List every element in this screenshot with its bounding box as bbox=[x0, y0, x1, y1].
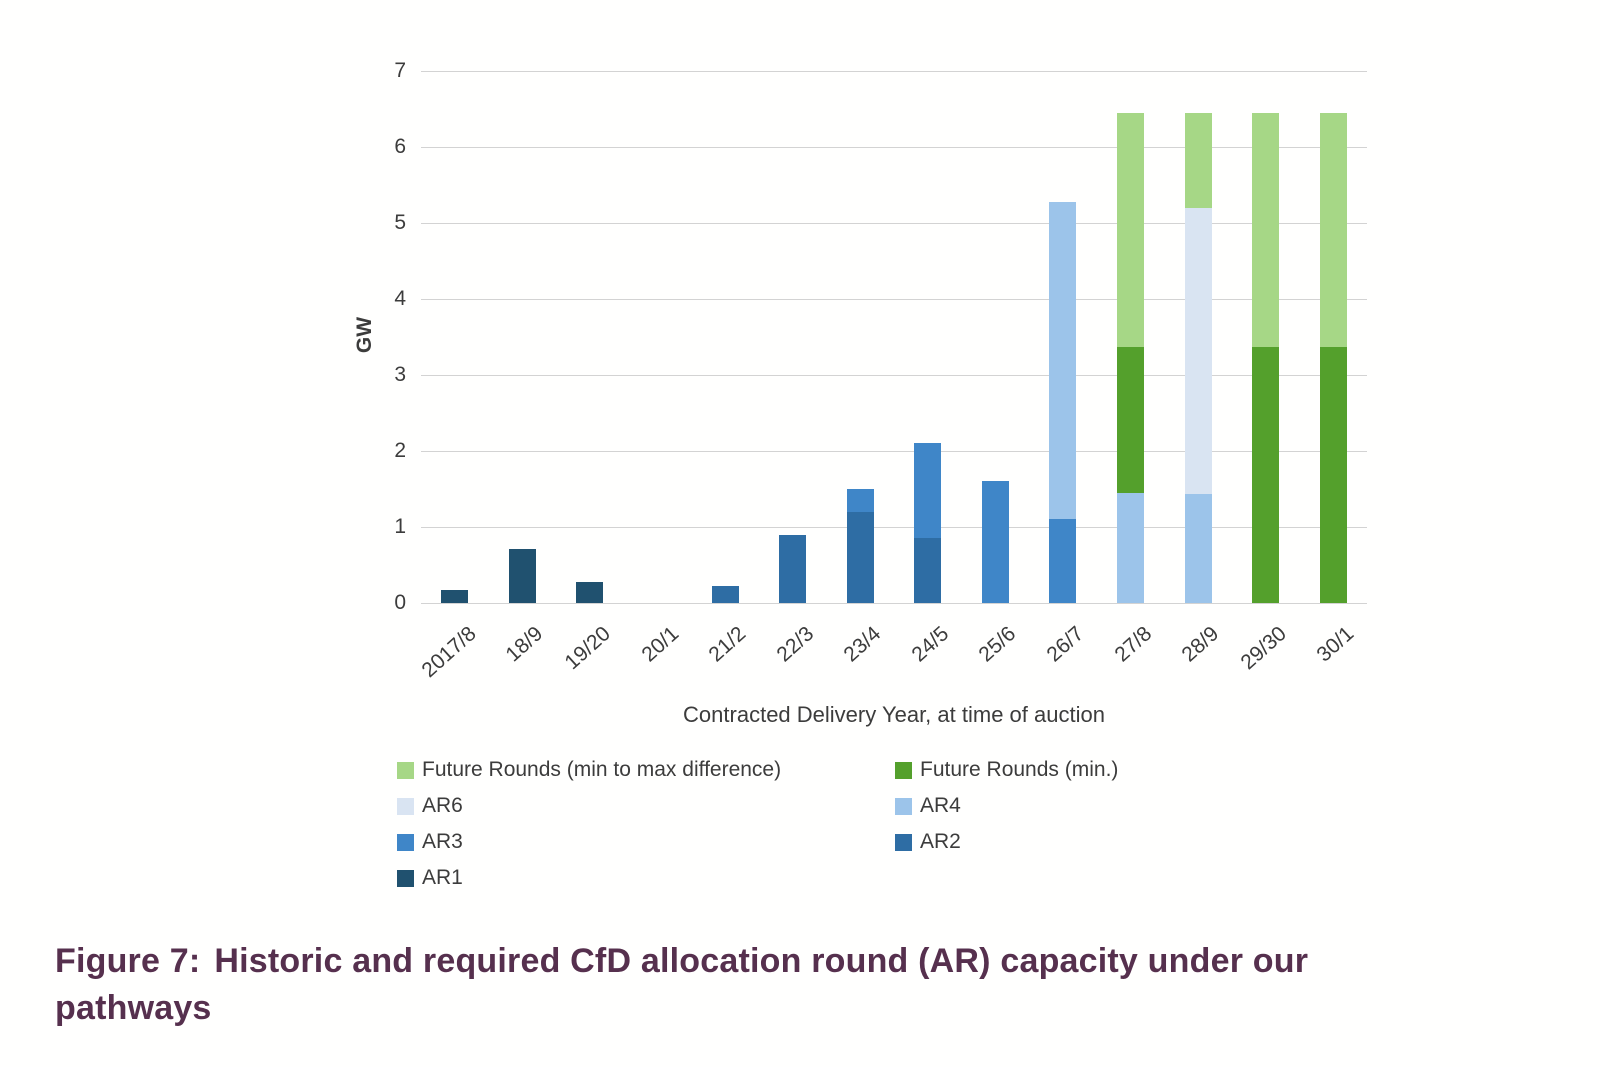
legend-item-future-rounds-min: Future Rounds (min.) bbox=[895, 752, 1118, 788]
figure-caption: Figure 7: Historic and required CfD alloc… bbox=[55, 938, 1455, 1032]
x-tick-label-25-6: 25/6 bbox=[974, 622, 1021, 667]
x-tick-label-24-5: 24/5 bbox=[907, 622, 954, 667]
legend-swatch-icon bbox=[397, 869, 414, 887]
x-tick-label-26-7: 26/7 bbox=[1042, 622, 1089, 667]
bar-2017-8-ar1 bbox=[441, 590, 469, 603]
legend-label: AR2 bbox=[920, 830, 961, 853]
bar-28-9-ar4 bbox=[1184, 494, 1212, 603]
x-tick-label-21-2: 21/2 bbox=[704, 622, 751, 667]
gridline-0 bbox=[421, 603, 1367, 604]
figure-caption-label: Figure 7: bbox=[55, 942, 201, 980]
legend-label: AR6 bbox=[422, 794, 463, 817]
bar-19-20-ar1 bbox=[576, 582, 604, 603]
legend-item-ar6: AR6 bbox=[397, 788, 781, 824]
bar-27-8-future-rounds-min-to-max-difference bbox=[1117, 112, 1144, 347]
legend-label: Future Rounds (min.) bbox=[920, 758, 1119, 781]
gridline-2 bbox=[421, 451, 1367, 452]
legend-label: AR3 bbox=[422, 830, 463, 853]
legend-swatch-icon bbox=[397, 797, 414, 815]
x-tick-label-23-4: 23/4 bbox=[839, 622, 886, 667]
y-tick-label-1: 1 bbox=[394, 515, 406, 538]
y-tick-label-3: 3 bbox=[394, 363, 406, 386]
legend-column-2: Future Rounds (min.) AR4 AR2 bbox=[895, 752, 1118, 860]
x-axis-title: Contracted Delivery Year, at time of auc… bbox=[683, 702, 1105, 727]
y-tick-label-6: 6 bbox=[394, 135, 406, 158]
y-tick-label-7: 7 bbox=[394, 59, 406, 82]
legend-label: AR4 bbox=[920, 794, 961, 817]
bar-22-3-ar2 bbox=[779, 534, 807, 603]
bar-30-1-future-rounds-min-to-max-difference bbox=[1319, 112, 1347, 347]
bar-21-2-ar2 bbox=[711, 586, 739, 603]
legend-swatch-icon bbox=[895, 761, 912, 779]
bar-28-9-ar6 bbox=[1184, 207, 1212, 495]
bar-24-5-ar3 bbox=[914, 443, 942, 539]
legend-item-ar3: AR3 bbox=[397, 824, 781, 860]
y-tick-label-0: 0 bbox=[394, 591, 406, 614]
gridline-6 bbox=[421, 147, 1367, 148]
gridline-7 bbox=[421, 71, 1367, 72]
bar-29-30-future-rounds-min-to-max-difference bbox=[1252, 112, 1280, 347]
legend-item-future-rounds-min-to-max-difference: Future Rounds (min to max difference) bbox=[397, 752, 781, 788]
x-tick-label-28-9: 28/9 bbox=[1177, 622, 1224, 667]
x-tick-label-2017-8: 2017/8 bbox=[417, 622, 481, 683]
bar-26-7-ar4 bbox=[1049, 202, 1077, 520]
gridline-5 bbox=[421, 223, 1367, 224]
legend-swatch-icon bbox=[895, 797, 912, 815]
bar-24-5-ar2 bbox=[914, 538, 942, 603]
bar-27-8-future-rounds-min bbox=[1117, 346, 1144, 493]
y-tick-label-4: 4 bbox=[394, 287, 406, 310]
y-tick-label-5: 5 bbox=[394, 211, 406, 234]
legend-label: AR1 bbox=[422, 866, 463, 889]
legend-column-1: Future Rounds (min to max difference) AR6… bbox=[397, 752, 781, 896]
legend-swatch-icon bbox=[397, 833, 414, 851]
legend-item-ar1: AR1 bbox=[397, 860, 781, 896]
x-tick-label-29-30: 29/30 bbox=[1236, 622, 1292, 675]
legend-item-ar2: AR2 bbox=[895, 824, 1118, 860]
gridline-3 bbox=[421, 375, 1367, 376]
legend-item-ar4: AR4 bbox=[895, 788, 1118, 824]
bar-27-8-ar4 bbox=[1117, 492, 1144, 603]
x-tick-label-27-8: 27/8 bbox=[1110, 622, 1156, 667]
bar-28-9-future-rounds-min-to-max-difference bbox=[1184, 112, 1212, 208]
x-tick-label-18-9: 18/9 bbox=[501, 622, 548, 667]
legend-label: Future Rounds (min to max difference) bbox=[422, 758, 782, 781]
bar-26-7-ar3 bbox=[1049, 519, 1077, 603]
gridline-4 bbox=[421, 299, 1367, 300]
bar-18-9-ar1 bbox=[508, 549, 536, 603]
x-tick-label-20-1: 20/1 bbox=[637, 622, 683, 667]
legend-swatch-icon bbox=[397, 761, 414, 779]
bar-29-30-future-rounds-min bbox=[1252, 346, 1280, 603]
figure-caption-text: Historic and required CfD allocation rou… bbox=[55, 942, 1309, 1027]
x-tick-label-22-3: 22/3 bbox=[772, 622, 819, 667]
y-tick-label-2: 2 bbox=[394, 439, 406, 462]
bar-25-6-ar3 bbox=[981, 481, 1009, 603]
bar-23-4-ar3 bbox=[846, 489, 874, 512]
bar-23-4-ar2 bbox=[846, 511, 874, 603]
gridline-1 bbox=[421, 527, 1367, 528]
bar-30-1-future-rounds-min bbox=[1319, 346, 1347, 603]
x-tick-label-30-1: 30/1 bbox=[1312, 622, 1359, 667]
x-tick-label-19-20: 19/20 bbox=[560, 622, 616, 675]
legend-swatch-icon bbox=[895, 833, 912, 851]
